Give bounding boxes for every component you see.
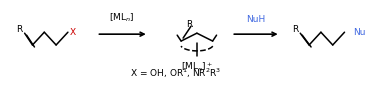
Text: X: X xyxy=(70,28,76,37)
Text: [ML$_n$]: [ML$_n$] xyxy=(109,12,135,24)
Text: [ML$_n$]$^+$: [ML$_n$]$^+$ xyxy=(181,61,213,74)
Text: X = OH, OR$^1$, NR$^2$R$^3$: X = OH, OR$^1$, NR$^2$R$^3$ xyxy=(130,67,221,80)
Text: Nu: Nu xyxy=(353,28,366,37)
Text: R: R xyxy=(17,25,23,34)
Text: R: R xyxy=(186,20,192,29)
Text: R: R xyxy=(292,25,299,34)
Text: NuH: NuH xyxy=(246,15,266,24)
